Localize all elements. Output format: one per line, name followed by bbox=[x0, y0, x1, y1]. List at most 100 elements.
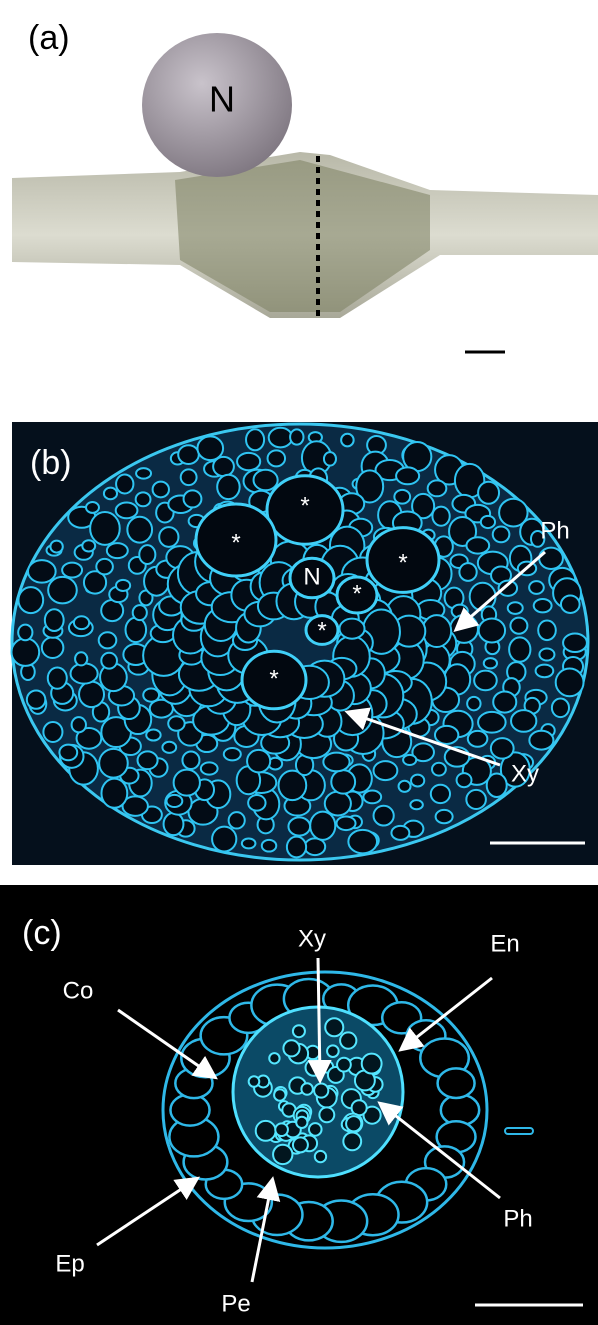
cell bbox=[340, 619, 365, 639]
cell bbox=[48, 577, 77, 603]
annotation: * bbox=[231, 529, 240, 556]
cell bbox=[283, 1040, 299, 1056]
cell bbox=[79, 682, 104, 707]
cell bbox=[479, 618, 505, 642]
cell bbox=[319, 1107, 334, 1122]
cell bbox=[18, 625, 32, 641]
cell bbox=[293, 1025, 305, 1037]
cell bbox=[248, 795, 265, 811]
cell bbox=[153, 482, 169, 498]
cell bbox=[315, 1151, 326, 1162]
cell bbox=[374, 761, 398, 780]
cell bbox=[288, 817, 310, 835]
cell bbox=[96, 559, 113, 575]
cell bbox=[139, 545, 155, 564]
annotation: * bbox=[398, 549, 407, 576]
cell bbox=[459, 563, 476, 581]
panel-label: (b) bbox=[30, 444, 72, 482]
cell bbox=[101, 779, 127, 808]
cell bbox=[467, 697, 480, 710]
cell bbox=[275, 1123, 288, 1136]
cell bbox=[50, 541, 62, 553]
cell bbox=[138, 751, 158, 769]
cell bbox=[48, 668, 67, 689]
cell bbox=[127, 517, 152, 543]
panel-a: (a) N bbox=[12, 19, 598, 352]
cell bbox=[396, 467, 419, 484]
cell bbox=[391, 826, 409, 840]
cell bbox=[74, 616, 89, 629]
cell bbox=[337, 1058, 351, 1072]
cell bbox=[399, 781, 411, 792]
cell bbox=[269, 1053, 279, 1063]
cell bbox=[75, 652, 87, 665]
cell bbox=[432, 507, 449, 526]
cell bbox=[468, 731, 488, 747]
cell bbox=[184, 490, 202, 507]
annotation: Xy bbox=[298, 925, 326, 952]
cell-walls bbox=[11, 424, 588, 860]
annotation: * bbox=[317, 617, 326, 644]
cell bbox=[293, 1137, 308, 1152]
cell bbox=[99, 632, 117, 648]
cell bbox=[348, 830, 377, 853]
cell bbox=[101, 653, 117, 669]
cell bbox=[538, 621, 556, 641]
cell bbox=[237, 453, 260, 470]
annotation: * bbox=[300, 492, 309, 519]
cell bbox=[107, 543, 128, 558]
cell bbox=[363, 791, 381, 804]
cell bbox=[212, 827, 236, 852]
cell bbox=[337, 816, 356, 830]
cell bbox=[374, 806, 394, 826]
cell bbox=[435, 726, 458, 744]
cell bbox=[310, 812, 335, 840]
cell bbox=[346, 1116, 361, 1131]
cell bbox=[72, 717, 86, 732]
cell bbox=[491, 738, 514, 758]
cell bbox=[323, 753, 349, 772]
cell bbox=[268, 450, 285, 466]
cell bbox=[168, 716, 184, 731]
cell bbox=[428, 480, 447, 496]
cell bbox=[164, 813, 184, 835]
cell bbox=[309, 1123, 322, 1136]
cell bbox=[273, 1145, 292, 1164]
cell bbox=[133, 605, 147, 620]
cell bbox=[162, 742, 176, 753]
cell bbox=[262, 840, 276, 852]
cell bbox=[432, 763, 446, 776]
cell bbox=[327, 1045, 339, 1057]
cell bbox=[62, 563, 82, 578]
cell bbox=[331, 770, 355, 794]
cell bbox=[484, 658, 497, 668]
cell bbox=[256, 1121, 276, 1141]
cell bbox=[510, 618, 527, 634]
cell bbox=[45, 609, 64, 631]
cell bbox=[529, 581, 544, 594]
cell bbox=[143, 688, 159, 701]
cell bbox=[341, 434, 354, 447]
cell bbox=[436, 810, 453, 823]
cell bbox=[116, 502, 138, 518]
cell bbox=[457, 773, 472, 787]
cell bbox=[90, 512, 120, 545]
cell bbox=[552, 698, 569, 717]
cell bbox=[159, 527, 178, 547]
cell bbox=[167, 795, 183, 807]
cell bbox=[296, 1117, 307, 1128]
cell bbox=[324, 452, 336, 466]
cell bbox=[481, 516, 495, 528]
annotation: Ep bbox=[55, 1250, 84, 1277]
cell bbox=[269, 428, 293, 448]
cell bbox=[18, 587, 43, 613]
cell bbox=[478, 712, 506, 733]
cell bbox=[146, 730, 160, 741]
cell bbox=[534, 599, 552, 612]
cell bbox=[274, 1089, 285, 1100]
cell bbox=[466, 790, 486, 809]
cell bbox=[86, 502, 99, 513]
cell bbox=[362, 1054, 382, 1074]
cell bbox=[561, 596, 580, 613]
cell bbox=[563, 634, 587, 653]
